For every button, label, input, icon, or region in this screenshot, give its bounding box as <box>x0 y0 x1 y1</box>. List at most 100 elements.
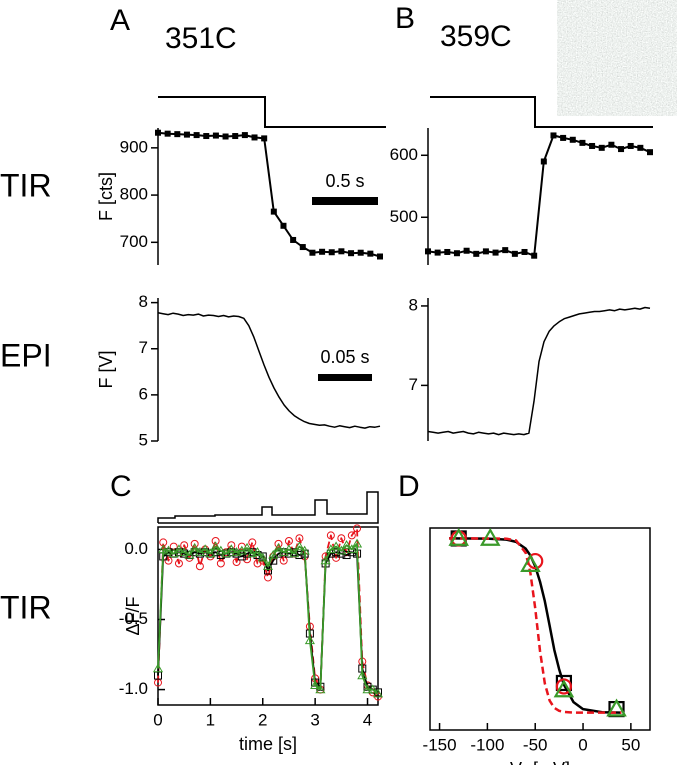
marker-square <box>155 129 161 136</box>
marker-square <box>521 248 528 255</box>
series-line <box>157 527 379 698</box>
x-tick-label: 0 <box>578 735 587 754</box>
marker-square <box>540 158 547 165</box>
marker-triangle <box>606 698 627 717</box>
marker-square <box>618 146 625 153</box>
marker-square <box>492 249 499 256</box>
marker-triangle <box>310 680 321 690</box>
row-label: EPI <box>0 337 52 373</box>
marker-circle <box>232 558 241 567</box>
marker-square <box>280 222 287 229</box>
marker-triangle <box>304 635 315 645</box>
series-line <box>157 542 379 695</box>
scale-bar <box>318 374 372 381</box>
marker-square <box>203 133 210 140</box>
marker-square <box>473 250 480 257</box>
stimulus-trace <box>430 96 653 128</box>
marker-triangle <box>320 555 331 565</box>
marker-triangle <box>189 542 200 552</box>
marker-square <box>511 250 518 257</box>
marker-triangle <box>200 544 211 554</box>
marker-square <box>348 250 355 257</box>
marker-triangle <box>351 538 363 548</box>
marker-triangle <box>205 548 216 558</box>
series-line <box>449 537 622 714</box>
marker-triangle <box>448 527 469 546</box>
marker-square <box>174 131 181 138</box>
marker-square <box>425 248 431 255</box>
marker-triangle <box>289 548 300 558</box>
marker-triangle <box>372 688 384 698</box>
y-tick-label: 600 <box>390 145 418 164</box>
marker-triangle <box>221 548 232 558</box>
marker-triangle <box>226 544 237 554</box>
y-axis-label: ΔF/F <box>123 596 143 635</box>
marker-square <box>579 139 586 146</box>
panel-label: B <box>395 2 415 35</box>
marker-square <box>290 236 297 243</box>
scale-bar <box>312 197 378 205</box>
marker-triangle <box>152 663 164 673</box>
marker-triangle <box>163 545 174 555</box>
stimulus-trace <box>157 491 379 524</box>
marker-triangle <box>479 527 501 546</box>
y-tick-label: 0.0 <box>124 539 148 558</box>
y-tick-label: 7 <box>409 375 418 394</box>
marker-square <box>569 136 576 143</box>
marker-triangle <box>341 540 352 549</box>
x-tick-label: 2 <box>258 710 267 729</box>
y-tick-label: 8 <box>409 295 418 314</box>
y-tick-label: -0.5 <box>119 609 148 628</box>
marker-circle <box>332 553 341 562</box>
marker-square <box>193 132 200 139</box>
image-thumbnail <box>557 0 677 116</box>
marker-triangle <box>553 679 575 698</box>
row-label: TIR <box>0 167 52 203</box>
x-tick-label: -50 <box>523 735 548 754</box>
marker-triangle <box>346 544 357 554</box>
x-axis-label: time [s] <box>239 734 297 754</box>
stimulus-trace <box>158 96 386 128</box>
marker-square <box>328 249 335 256</box>
marker-square <box>357 249 364 256</box>
marker-triangle <box>299 545 310 555</box>
marker-triangle <box>158 544 169 554</box>
marker-square <box>261 135 268 142</box>
x-axis-label: V₁ [mV] <box>510 759 570 765</box>
marker-circle <box>347 531 356 540</box>
marker-circle <box>211 537 220 546</box>
marker-square <box>232 133 239 140</box>
marker-square <box>295 551 304 560</box>
marker-triangle <box>241 542 253 552</box>
marker-circle <box>248 538 257 547</box>
x-tick-label: 4 <box>363 710 372 729</box>
marker-square <box>164 130 171 137</box>
marker-square <box>463 247 470 254</box>
marker-square <box>367 250 374 257</box>
marker-square <box>453 250 460 257</box>
y-axis-label: F [V] <box>96 350 116 388</box>
marker-triangle <box>179 547 190 556</box>
y-tick-label: 700 <box>120 232 148 251</box>
marker-square <box>627 142 634 149</box>
marker-square <box>502 247 509 254</box>
series-line <box>157 312 381 429</box>
x-tick-label: 1 <box>206 710 215 729</box>
marker-triangle <box>268 549 279 559</box>
marker-triangle <box>168 548 179 558</box>
marker-circle <box>195 562 204 571</box>
plot-frame <box>429 527 651 731</box>
marker-square <box>531 252 538 259</box>
marker-triangle <box>367 684 378 694</box>
series-line <box>427 306 651 436</box>
y-tick-label: 500 <box>390 207 418 226</box>
series-line <box>157 131 381 258</box>
marker-square <box>338 248 345 255</box>
marker-square <box>241 132 248 139</box>
marker-triangle <box>262 561 274 570</box>
y-tick-label: 800 <box>120 185 148 204</box>
marker-triangle <box>210 541 221 551</box>
marker-triangle <box>273 542 284 552</box>
marker-square <box>183 131 190 138</box>
marker-square <box>550 132 557 139</box>
